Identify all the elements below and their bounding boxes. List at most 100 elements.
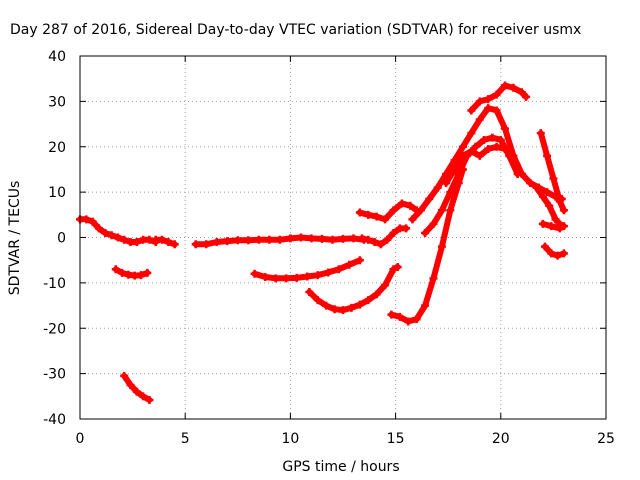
data-point: [305, 287, 314, 296]
data-point: [324, 268, 333, 277]
data-point: [322, 301, 331, 310]
data-point: [164, 238, 173, 247]
data-point: [458, 151, 467, 160]
series-seg-trough: [387, 165, 467, 326]
data-point: [509, 83, 518, 92]
y-axis-label: SDTVAR / TECUs: [7, 181, 23, 296]
data-point: [416, 206, 425, 215]
data-point: [433, 183, 442, 192]
x-tick-label: 0: [76, 431, 85, 447]
data-point: [408, 215, 417, 224]
data-point: [543, 188, 552, 197]
data-point: [137, 271, 146, 280]
series-seg-late-b: [532, 183, 566, 231]
data-point: [339, 234, 347, 243]
y-tick-label: 30: [48, 94, 66, 110]
data-point: [442, 179, 451, 188]
data-point: [347, 303, 356, 312]
series-seg-low-a: [111, 265, 152, 280]
data-point: [317, 234, 326, 243]
data-point: [425, 194, 434, 203]
data-point: [355, 300, 364, 309]
data-point: [111, 265, 120, 274]
series-line: [409, 105, 565, 223]
data-point: [450, 165, 459, 174]
data-point: [275, 235, 284, 244]
data-point: [412, 315, 421, 324]
data-point: [339, 306, 347, 315]
data-point: [233, 236, 242, 245]
data-point: [437, 206, 446, 215]
data-series: [76, 81, 568, 404]
data-point: [467, 106, 476, 115]
data-point: [421, 228, 430, 237]
data-point: [545, 201, 554, 210]
data-point: [244, 236, 253, 245]
data-point: [501, 81, 510, 90]
data-point: [261, 272, 270, 281]
data-point: [357, 234, 366, 243]
data-point: [555, 197, 564, 206]
data-point: [429, 274, 438, 283]
data-point: [191, 240, 200, 249]
data-point: [345, 260, 354, 269]
y-tick-label: 20: [48, 140, 66, 156]
data-point: [429, 219, 438, 228]
data-point: [540, 242, 549, 251]
data-point: [202, 240, 211, 249]
x-tick-label: 25: [597, 431, 615, 447]
y-tick-label: -10: [43, 276, 66, 292]
data-point: [471, 142, 480, 151]
data-point: [94, 224, 103, 233]
data-point: [82, 215, 91, 224]
data-point: [492, 106, 501, 115]
data-point: [496, 135, 505, 144]
x-tick-label: 20: [492, 431, 510, 447]
data-point: [296, 233, 305, 242]
series-seg-dip: [357, 224, 411, 249]
y-tick-label: 0: [57, 231, 66, 247]
data-point: [475, 151, 484, 160]
data-point: [370, 238, 379, 247]
data-point: [421, 301, 430, 310]
data-point: [454, 179, 463, 188]
data-point: [101, 228, 110, 237]
data-point: [543, 151, 552, 160]
data-point: [334, 265, 343, 274]
data-point: [372, 290, 381, 299]
series-seg-mid: [191, 233, 369, 249]
data-point: [120, 235, 129, 244]
series-seg-deep: [305, 262, 402, 315]
data-point: [397, 199, 406, 208]
y-tick-label: -30: [43, 367, 66, 383]
data-point: [402, 224, 411, 233]
data-point: [118, 268, 127, 277]
data-point: [120, 371, 129, 380]
data-point: [492, 90, 501, 99]
series-seg-rise-1: [355, 199, 421, 224]
series-seg-start-tail: [151, 235, 179, 249]
data-point: [223, 237, 232, 246]
data-point: [328, 235, 337, 244]
data-point: [393, 262, 402, 271]
data-point: [559, 222, 568, 231]
data-point: [547, 222, 556, 231]
data-point: [292, 273, 301, 282]
data-point: [313, 271, 322, 280]
data-point: [484, 104, 493, 113]
x-axis-label: GPS time / hours: [282, 459, 399, 475]
data-point: [501, 124, 510, 133]
series-seg-blend: [442, 142, 543, 192]
data-point: [113, 233, 122, 242]
data-point: [107, 231, 116, 240]
series-seg-late-a: [536, 129, 568, 215]
data-point: [536, 129, 545, 138]
chart-title: Day 287 of 2016, Sidereal Day-to-day VTE…: [10, 22, 581, 38]
data-point: [484, 145, 493, 154]
data-point: [475, 115, 484, 124]
data-point: [547, 249, 556, 258]
data-point: [158, 235, 167, 244]
data-point: [265, 235, 274, 244]
data-point: [522, 92, 531, 101]
